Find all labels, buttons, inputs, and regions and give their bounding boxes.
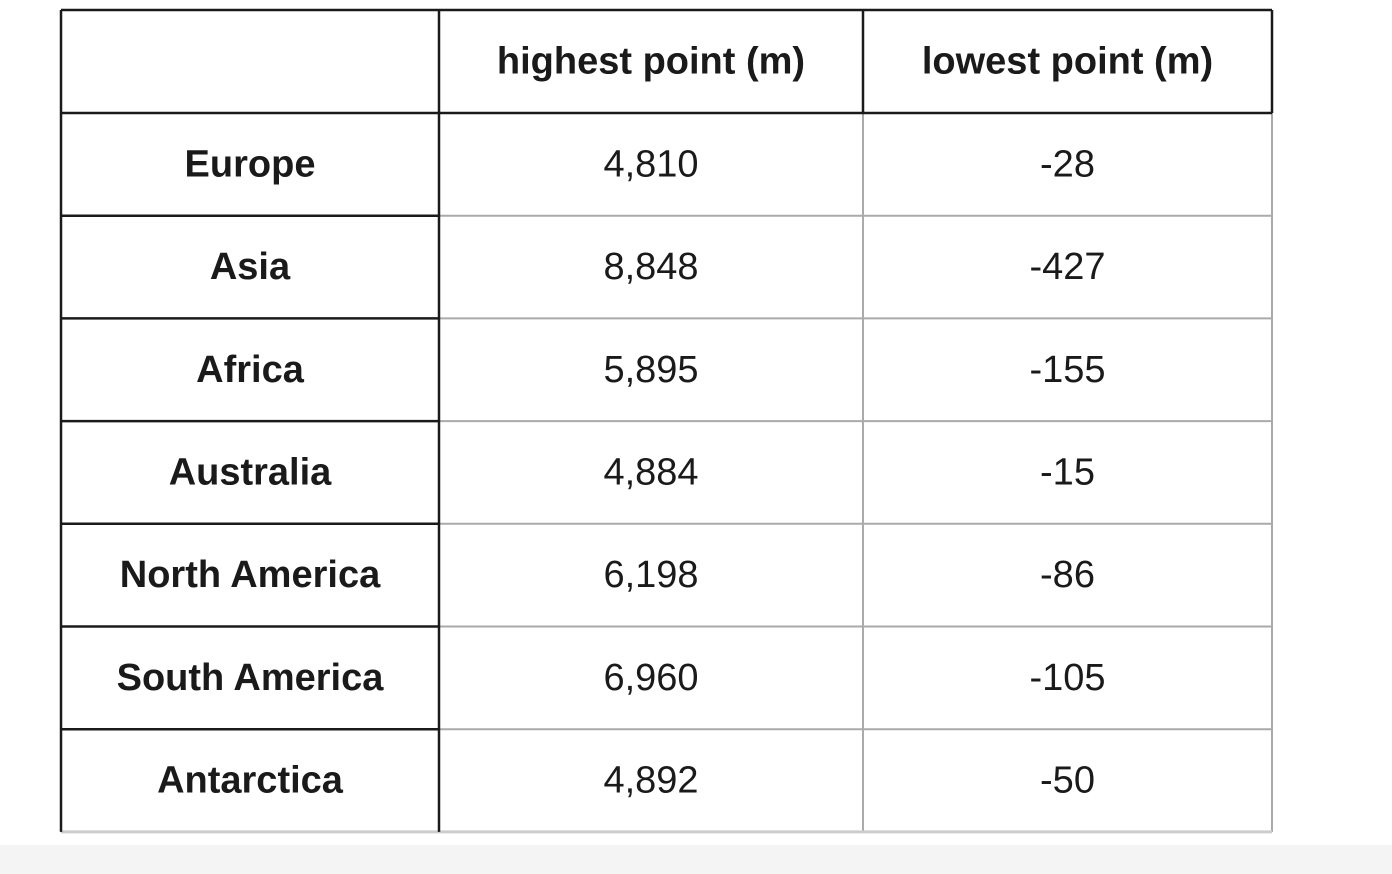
row-header: North America xyxy=(120,554,381,596)
row-header: Australia xyxy=(169,451,332,493)
cell: 6,198 xyxy=(603,554,698,596)
column-header: highest point (m) xyxy=(497,41,805,83)
row-header: South America xyxy=(117,657,385,699)
cell: -105 xyxy=(1029,657,1105,699)
cell: 4,884 xyxy=(603,451,698,493)
cell: -50 xyxy=(1040,760,1095,802)
row-header: Asia xyxy=(210,246,291,288)
cell: -28 xyxy=(1040,143,1095,185)
cell: 5,895 xyxy=(603,349,698,391)
cell: 4,892 xyxy=(603,760,698,802)
cell: -15 xyxy=(1040,451,1095,493)
cell: 6,960 xyxy=(603,657,698,699)
row-header: Antarctica xyxy=(157,760,344,802)
footer-strip xyxy=(0,845,1392,874)
row-header: Europe xyxy=(185,143,316,185)
cell: -86 xyxy=(1040,554,1095,596)
cell: 4,810 xyxy=(603,143,698,185)
cell: -427 xyxy=(1029,246,1105,288)
column-header: lowest point (m) xyxy=(922,41,1213,83)
cell: 8,848 xyxy=(603,246,698,288)
row-header: Africa xyxy=(196,349,305,391)
cell: -155 xyxy=(1029,349,1105,391)
